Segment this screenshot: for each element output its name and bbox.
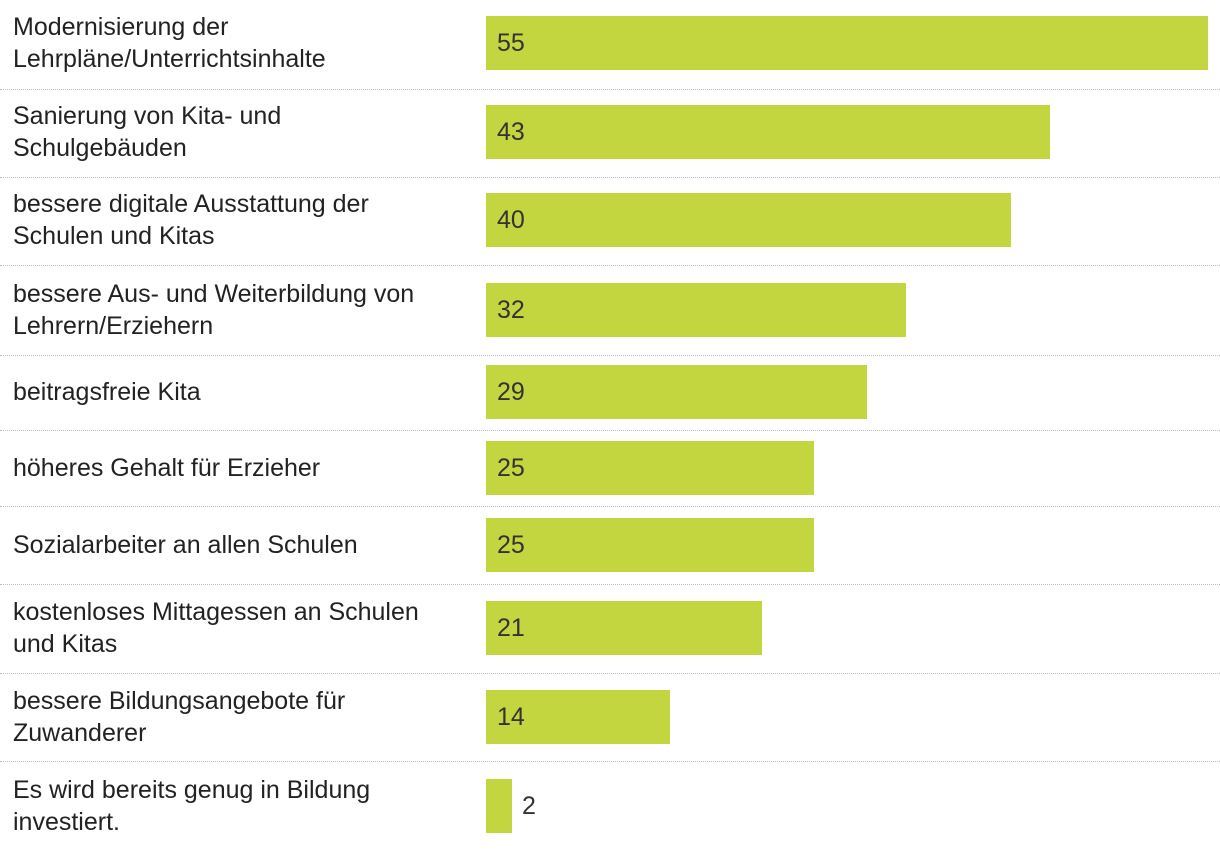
bar bbox=[486, 105, 1050, 159]
category-label-line: Es wird bereits genug in Bildung bbox=[13, 776, 371, 804]
chart-row: bessere Aus- und Weiterbildung von Lehrer… bbox=[0, 265, 1220, 355]
category-label: Modernisierung der Lehrpläne/Unterrichtsi… bbox=[13, 11, 475, 75]
category-label-line: Lehrpläne/Unterrichtsinhalte bbox=[13, 45, 326, 73]
data-label: 21 bbox=[497, 614, 525, 642]
category-label: bessere Aus- und Weiterbildung von Lehrer… bbox=[13, 278, 475, 342]
bar bbox=[486, 518, 814, 572]
category-label: Es wird bereits genug in Bildung investie… bbox=[13, 774, 475, 838]
bar bbox=[486, 16, 1208, 70]
category-label: beitragsfreie Kita bbox=[13, 376, 475, 408]
category-label-line: Sozialarbeiter an allen Schulen bbox=[13, 531, 358, 559]
category-label-line: Schulgebäuden bbox=[13, 134, 187, 162]
category-label-line: Zuwanderer bbox=[13, 719, 147, 747]
row-divider bbox=[0, 89, 1220, 90]
category-label-line: Sanierung von Kita- und bbox=[13, 102, 282, 130]
category-label: kostenloses Mittagessen an Schulen und Ki… bbox=[13, 596, 475, 660]
bar bbox=[486, 779, 512, 833]
row-divider bbox=[0, 506, 1220, 507]
category-label-line: Lehrern/Erziehern bbox=[13, 312, 214, 340]
category-label-line: bessere Aus- und Weiterbildung von bbox=[13, 280, 415, 308]
row-divider bbox=[0, 673, 1220, 674]
category-label-line: bessere digitale Ausstattung der bbox=[13, 190, 369, 218]
chart-row: Sanierung von Kita- und Schulgebäuden 43 bbox=[0, 89, 1220, 177]
category-label: bessere digitale Ausstattung der Schulen … bbox=[13, 188, 475, 252]
category-label: Sanierung von Kita- und Schulgebäuden bbox=[13, 100, 475, 164]
chart-row: bessere Bildungsangebote für Zuwanderer 14 bbox=[0, 673, 1220, 761]
category-label: höheres Gehalt für Erzieher bbox=[13, 452, 475, 484]
chart-row: höheres Gehalt für Erzieher 25 bbox=[0, 430, 1220, 506]
chart-row: Es wird bereits genug in Bildung investie… bbox=[0, 761, 1220, 852]
data-label: 29 bbox=[497, 378, 525, 406]
category-label: Sozialarbeiter an allen Schulen bbox=[13, 529, 475, 561]
data-label: 40 bbox=[497, 206, 525, 234]
data-label: 32 bbox=[497, 296, 525, 324]
bar bbox=[486, 193, 1011, 247]
bar bbox=[486, 601, 762, 655]
row-divider bbox=[0, 584, 1220, 585]
chart-row: Sozialarbeiter an allen Schulen 25 bbox=[0, 506, 1220, 584]
category-label-line: beitragsfreie Kita bbox=[13, 378, 201, 406]
data-label: 25 bbox=[497, 454, 525, 482]
category-label-line: investiert. bbox=[13, 808, 120, 836]
row-divider bbox=[0, 177, 1220, 178]
chart-row: bessere digitale Ausstattung der Schulen … bbox=[0, 177, 1220, 265]
category-label-line: und Kitas bbox=[13, 630, 118, 658]
bar bbox=[486, 365, 867, 419]
chart-row: Modernisierung der Lehrpläne/Unterrichtsi… bbox=[0, 0, 1220, 89]
row-divider bbox=[0, 430, 1220, 431]
row-divider bbox=[0, 761, 1220, 762]
data-label: 55 bbox=[497, 29, 525, 57]
chart-row: kostenloses Mittagessen an Schulen und Ki… bbox=[0, 584, 1220, 673]
row-divider bbox=[0, 265, 1220, 266]
category-label-line: Schulen und Kitas bbox=[13, 222, 215, 250]
bar bbox=[486, 441, 814, 495]
category-label-line: kostenloses Mittagessen an Schulen bbox=[13, 598, 419, 626]
category-label-line: höheres Gehalt für Erzieher bbox=[13, 454, 321, 482]
category-label: bessere Bildungsangebote für Zuwanderer bbox=[13, 685, 475, 749]
category-label-line: Modernisierung der bbox=[13, 13, 229, 41]
bar bbox=[486, 690, 670, 744]
row-divider bbox=[0, 355, 1220, 356]
data-label: 2 bbox=[522, 792, 536, 820]
data-label: 14 bbox=[497, 703, 525, 731]
bar bbox=[486, 283, 906, 337]
data-label: 25 bbox=[497, 531, 525, 559]
chart-row: beitragsfreie Kita 29 bbox=[0, 355, 1220, 430]
data-label: 43 bbox=[497, 118, 525, 146]
category-label-line: bessere Bildungsangebote für bbox=[13, 687, 346, 715]
